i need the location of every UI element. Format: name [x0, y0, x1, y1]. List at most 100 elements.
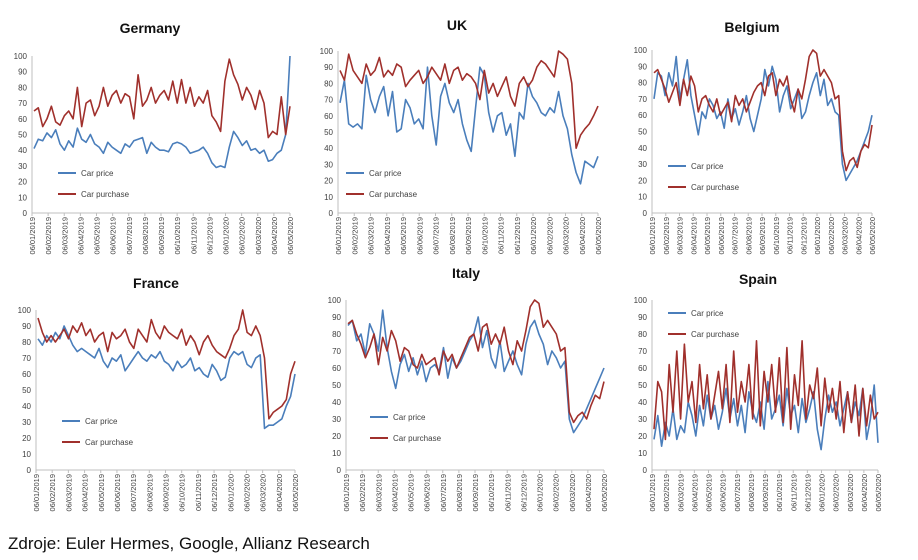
y-tick-label: 40 [22, 402, 31, 411]
chart-belgium: Belgium 0 10 20 30 40 50 60 70 80 90 100 06/01/2019 0… [634, 19, 877, 255]
x-tick-label: 06/02/2019 [662, 217, 671, 255]
x-tick-label: 06/07/2019 [439, 474, 448, 512]
x-tick-label: 06/06/2019 [109, 217, 118, 255]
x-tick-label: 06/06/2019 [717, 217, 726, 255]
y-tick-label: 40 [332, 398, 341, 407]
x-tick-label: 06/03/2020 [562, 217, 571, 255]
legend-label: Car purchase [369, 190, 418, 199]
x-tick-label: 06/11/2019 [189, 217, 198, 254]
x-tick-label: 06/01/2019 [648, 474, 657, 512]
x-tick-label: 06/11/2019 [786, 217, 795, 254]
x-tick-label: 06/09/2019 [162, 474, 171, 512]
chart-france: France 0 10 20 30 40 50 60 70 80 90 100 06/01/2019 06… [18, 275, 300, 512]
x-tick-label: 06/10/2019 [178, 474, 187, 512]
y-tick-label: 30 [638, 415, 647, 424]
y-tick-label: 10 [18, 193, 27, 202]
x-tick-label: 06/04/2019 [76, 217, 85, 255]
y-tick-label: 80 [638, 330, 647, 339]
y-tick-label: 30 [18, 162, 27, 171]
y-tick-label: 40 [324, 144, 333, 153]
y-tick-label: 0 [23, 209, 28, 218]
series-line-car-purchase [37, 309, 296, 420]
x-tick-label: 06/03/2020 [841, 217, 850, 255]
x-tick-label: 06/04/2019 [689, 217, 698, 255]
source-note: Zdroje: Euler Hermes, Google, Allianz Re… [8, 534, 370, 553]
series-line-car-price [33, 55, 291, 169]
series-line-car-price [339, 66, 599, 185]
y-tick-label: 80 [18, 83, 27, 92]
y-tick-label: 80 [332, 330, 341, 339]
y-tick-label: 50 [638, 381, 647, 390]
y-tick-label: 0 [337, 466, 342, 475]
x-tick-label: 06/12/2019 [513, 217, 522, 255]
x-tick-label: 06/04/2020 [854, 217, 863, 255]
x-tick-label: 06/12/2019 [519, 474, 528, 512]
x-tick-label: 06/11/2019 [194, 474, 203, 511]
x-tick-label: 06/05/2019 [93, 217, 102, 255]
x-tick-label: 06/11/2019 [497, 217, 506, 254]
y-tick-label: 90 [18, 68, 27, 77]
legend-label: Car price [691, 309, 724, 318]
x-tick-label: 06/03/2019 [60, 217, 69, 255]
x-tick-label: 06/02/2020 [552, 474, 561, 512]
x-tick-label: 06/05/2020 [291, 474, 300, 512]
x-tick-label: 06/10/2019 [173, 217, 182, 255]
y-tick-label: 100 [634, 46, 648, 55]
x-tick-label: 06/08/2019 [744, 217, 753, 255]
x-tick-label: 06/01/2020 [226, 474, 235, 512]
x-tick-label: 06/05/2019 [407, 474, 416, 512]
y-tick-label: 50 [638, 128, 647, 137]
y-tick-label: 10 [22, 450, 31, 459]
x-tick-label: 06/05/2019 [399, 217, 408, 255]
y-tick-label: 60 [22, 370, 31, 379]
legend-label: Car price [691, 162, 724, 171]
y-tick-label: 90 [638, 313, 647, 322]
x-tick-label: 06/09/2019 [464, 217, 473, 255]
chart-title: Germany [120, 20, 181, 36]
y-tick-label: 80 [324, 79, 333, 88]
x-tick-label: 06/05/2019 [705, 474, 714, 512]
x-tick-label: 06/06/2019 [113, 474, 122, 512]
x-tick-label: 06/07/2019 [731, 217, 740, 255]
chart-spain: Spain 0 10 20 30 40 50 60 70 80 90 100 06/01/2019 06/… [634, 271, 883, 512]
legend-label: Car price [369, 169, 402, 178]
x-tick-label: 06/03/2020 [254, 217, 263, 255]
x-tick-label: 06/05/2019 [703, 217, 712, 255]
y-tick-label: 60 [332, 364, 341, 373]
x-tick-label: 06/12/2019 [803, 474, 812, 512]
y-tick-label: 80 [638, 79, 647, 88]
series-line-car-purchase [347, 299, 605, 424]
x-tick-label: 06/07/2019 [125, 217, 134, 255]
y-tick-label: 70 [332, 347, 341, 356]
y-tick-label: 30 [22, 418, 31, 427]
x-tick-label: 06/06/2019 [719, 474, 728, 512]
x-tick-label: 06/04/2019 [390, 474, 399, 512]
x-tick-label: 06/05/2020 [868, 217, 877, 255]
series-line-car-purchase [33, 58, 291, 139]
y-tick-label: 100 [14, 52, 28, 61]
x-tick-label: 06/01/2019 [648, 217, 657, 255]
x-tick-label: 06/04/2020 [578, 217, 587, 255]
y-tick-label: 20 [22, 434, 31, 443]
series-line-car-price [653, 380, 879, 451]
x-tick-label: 06/11/2019 [789, 474, 798, 511]
y-tick-label: 50 [22, 386, 31, 395]
x-tick-label: 06/10/2019 [487, 474, 496, 512]
y-tick-label: 60 [638, 111, 647, 120]
x-tick-label: 06/07/2019 [129, 474, 138, 512]
y-tick-label: 90 [638, 62, 647, 71]
x-tick-label: 06/04/2019 [383, 217, 392, 255]
y-tick-label: 100 [320, 47, 334, 56]
x-tick-label: 06/03/2020 [568, 474, 577, 512]
y-tick-label: 40 [638, 398, 647, 407]
x-tick-label: 06/03/2019 [676, 217, 685, 255]
x-tick-label: 06/07/2019 [733, 474, 742, 512]
y-tick-label: 90 [324, 63, 333, 72]
series-line-car-price [37, 325, 296, 430]
x-tick-label: 06/02/2019 [358, 474, 367, 512]
y-tick-label: 20 [18, 178, 27, 187]
x-tick-label: 06/01/2019 [342, 474, 351, 512]
chart-uk: UK 0 10 20 30 40 50 60 70 80 90 100 06/01/2019 06/02/… [320, 17, 603, 255]
chart-title: Italy [452, 265, 480, 281]
y-tick-label: 30 [638, 160, 647, 169]
